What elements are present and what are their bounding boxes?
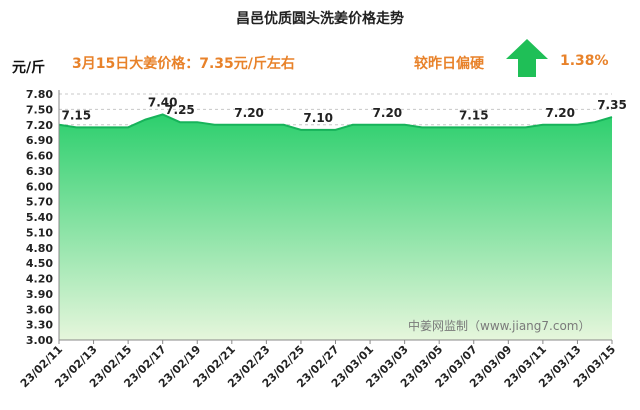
data-label: 7.20 bbox=[234, 106, 264, 120]
y-tick-label: 6.00 bbox=[26, 180, 53, 193]
y-tick-label: 4.50 bbox=[26, 257, 53, 270]
y-tick-label: 7.80 bbox=[26, 88, 53, 101]
data-label: 7.25 bbox=[165, 103, 195, 117]
y-tick-label: 4.20 bbox=[26, 273, 53, 286]
y-tick-label: 6.30 bbox=[26, 165, 53, 178]
y-tick-label: 6.90 bbox=[26, 134, 53, 147]
y-tick-label: 6.60 bbox=[26, 150, 53, 163]
y-tick-label: 3.00 bbox=[26, 334, 53, 347]
y-tick-label: 3.90 bbox=[26, 288, 53, 301]
y-tick-label: 4.80 bbox=[26, 242, 53, 255]
up-arrow-icon bbox=[504, 37, 550, 83]
y-tick-label: 7.20 bbox=[26, 119, 53, 132]
data-label: 7.15 bbox=[61, 108, 91, 122]
y-tick-label: 5.10 bbox=[26, 226, 53, 239]
y-tick-label: 5.40 bbox=[26, 211, 53, 224]
area-series bbox=[58, 113, 613, 340]
data-label: 7.20 bbox=[373, 106, 403, 120]
y-tick-label: 3.30 bbox=[26, 319, 53, 332]
data-label: 7.10 bbox=[303, 111, 333, 125]
price-area bbox=[59, 114, 612, 340]
y-tick-label: 5.70 bbox=[26, 196, 53, 209]
change-percent: 1.38% bbox=[560, 53, 609, 69]
data-label: 7.35 bbox=[597, 98, 627, 112]
compare-label: 较昨日偏硬 bbox=[414, 56, 484, 72]
x-axis: 23/02/1123/02/1323/02/1523/02/1723/02/19… bbox=[18, 339, 618, 390]
price-note: 3月15日大姜价格：7.35元/斤左右 bbox=[72, 56, 295, 72]
y-axis: 7.80 7.50 7.20 6.90 6.60 6.30 6.00 5.70 5.40 5.10… bbox=[26, 88, 60, 347]
unit-label: 元/斤 bbox=[12, 60, 46, 76]
data-label: 7.40 bbox=[148, 96, 178, 110]
price-line bbox=[58, 113, 613, 131]
data-label: 7.20 bbox=[545, 106, 575, 120]
data-labels: 7.15 7.407.25 7.20 7.10 7.20 7.15 7.20 7.35 bbox=[61, 96, 626, 125]
data-label: 7.15 bbox=[459, 108, 489, 122]
chart-title: 昌邑优质圆头洗姜价格走势 bbox=[236, 11, 404, 27]
y-tick-label: 7.50 bbox=[26, 103, 53, 116]
watermark: 中姜网监制（www.jiang7.com） bbox=[408, 319, 591, 333]
y-tick-label: 3.60 bbox=[26, 303, 53, 316]
